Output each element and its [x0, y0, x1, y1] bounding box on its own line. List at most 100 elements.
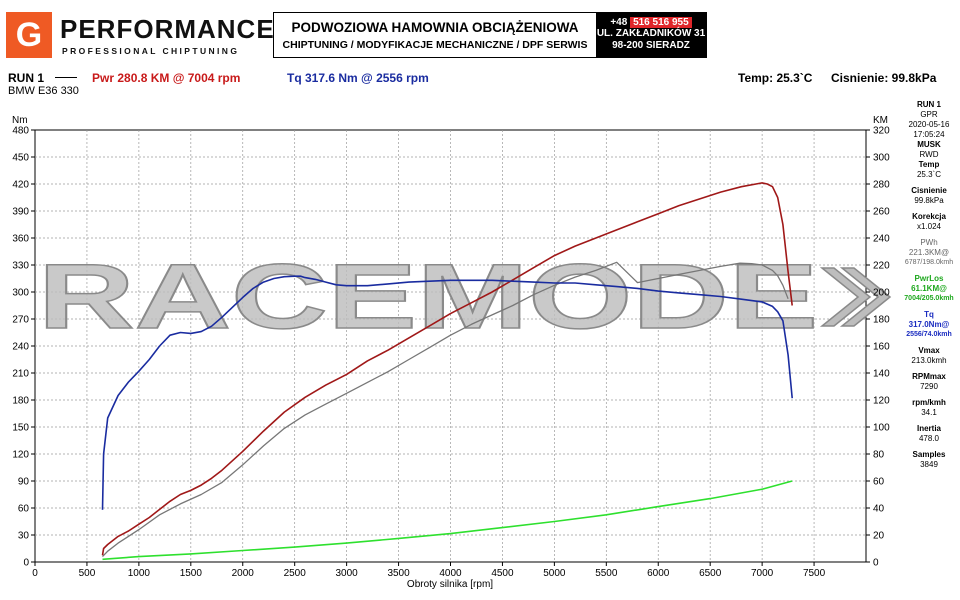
info-drive: RWD [919, 150, 939, 159]
run-label: RUN 1 [8, 71, 45, 85]
address-line-1: UL. ZAKŁADNIKÓW 31 [596, 28, 706, 39]
info-inertia-label: Inertia [916, 424, 941, 433]
info-inertia: 478.0 [918, 434, 940, 443]
y-left-tick-label: 0 [23, 558, 29, 569]
y-left-tick-label: 180 [12, 396, 29, 407]
info-samples: 3849 [920, 460, 938, 469]
info-rpmmax: 7290 [920, 382, 938, 391]
y-left-tick-label: 150 [12, 423, 29, 434]
info-samples-label: Samples [912, 450, 946, 459]
y-left-tick-label: 240 [12, 342, 29, 353]
y-right-tick-label: 240 [873, 234, 890, 245]
y-left-tick-label: 480 [12, 126, 29, 137]
info-rpmkmh: 34.1 [921, 408, 937, 417]
info-pwh-value: 221.3KM@ [908, 248, 950, 257]
y-left-tick-label: 90 [18, 477, 30, 488]
contact-box: +48 516 516 955 UL. ZAKŁADNIKÓW 31 98-20… [596, 13, 706, 57]
y-right-tick-label: 120 [873, 396, 890, 407]
info-tq-label: Tq [924, 310, 934, 319]
info-date: 2020-05-16 [908, 120, 950, 129]
logo-name: PERFORMANCE [60, 14, 275, 44]
x-tick-label: 5000 [543, 568, 566, 579]
x-tick-label: 500 [79, 568, 96, 579]
info-code: GPR [920, 110, 938, 119]
y-right-unit: KM [873, 115, 888, 126]
temperature-summary: Temp: 25.3`C [738, 71, 813, 85]
info-time: 17:05:24 [913, 130, 945, 139]
car-label: BMW E36 330 [8, 85, 79, 97]
info-rpmmax-label: RPMmax [912, 372, 946, 381]
x-tick-label: 7000 [751, 568, 774, 579]
y-left-tick-label: 360 [12, 234, 29, 245]
y-right-tick-label: 180 [873, 315, 890, 326]
info-pwrlos-at: 7004/205.0kmh [904, 295, 954, 302]
run-legend-line [55, 77, 77, 78]
y-left-tick-label: 390 [12, 207, 29, 218]
watermark-text: RACEMODE [38, 246, 818, 348]
info-operator: MUSK [917, 140, 941, 149]
info-korekcja-label: Korekcja [912, 212, 946, 221]
y-left-tick-label: 60 [18, 504, 30, 515]
y-left-tick-label: 120 [12, 450, 29, 461]
x-tick-label: 6000 [647, 568, 670, 579]
info-korekcja: x1.024 [916, 222, 942, 231]
y-right-tick-label: 80 [873, 450, 885, 461]
x-tick-label: 4000 [439, 568, 462, 579]
banner-subtitle: CHIPTUNING / MODYFIKACJE MECHANICZNE / D… [282, 39, 588, 51]
y-right-tick-label: 200 [873, 288, 890, 299]
y-left-tick-label: 330 [12, 261, 29, 272]
info-pwh-label: PWh [920, 238, 938, 247]
y-right-tick-label: 40 [873, 504, 885, 515]
watermark: RACEMODE [37, 245, 892, 349]
y-right-tick-label: 260 [873, 207, 890, 218]
phone-number: 516 516 955 [630, 17, 692, 28]
info-press: 99.8kPa [914, 196, 944, 205]
axis-ticks: 0 500 1000 1500 2000 2500 3000 3500 4000 4500 5000… [12, 126, 890, 580]
y-left-tick-label: 300 [12, 288, 29, 299]
power-summary: Pwr 280.8 KM @ 7004 rpm [92, 71, 241, 85]
info-pwh-at: 6787/198.0kmh [904, 259, 954, 266]
x-tick-label: 3000 [336, 568, 359, 579]
series-lines [101, 182, 793, 561]
y-left-tick-label: 420 [12, 180, 29, 191]
grid [35, 130, 866, 562]
info-temp: 25.3`C [916, 170, 941, 179]
x-tick-label: 7500 [803, 568, 826, 579]
x-axis-label: Obroty silnika [rpm] [407, 579, 493, 590]
info-rpmkmh-label: rpm/kmh [912, 398, 946, 407]
address-line-2: 98-200 SIERADZ [612, 40, 690, 51]
x-tick-label: 1000 [128, 568, 151, 579]
y-left-tick-label: 210 [12, 369, 29, 380]
info-tq-value: 317.0Nm@ [908, 320, 950, 329]
y-left-tick-label: 450 [12, 153, 29, 164]
y-right-tick-label: 160 [873, 342, 890, 353]
logo-tagline: PROFESSIONAL CHIPTUNING [62, 46, 240, 56]
y-left-tick-label: 30 [18, 531, 30, 542]
watermark-chevron-icon [839, 267, 892, 327]
info-pwrlos-label: PwrLos [914, 274, 944, 283]
y-right-tick-label: 220 [873, 261, 890, 272]
torque-summary: Tq 317.6 Nm @ 2556 rpm [287, 71, 429, 85]
info-pwrlos-value: 61.1KM@ [911, 284, 947, 293]
info-vmax: 213.0kmh [911, 356, 947, 365]
logo-badge: G [6, 12, 52, 58]
y-right-tick-label: 140 [873, 369, 890, 380]
y-left-tick-label: 270 [12, 315, 29, 326]
y-right-tick-label: 60 [873, 477, 885, 488]
banner-title: PODWOZIOWA HAMOWNIA OBCIĄŻENIOWA [291, 20, 579, 35]
wheel-curve [102, 261, 789, 558]
x-tick-label: 0 [32, 568, 38, 579]
x-tick-label: 4500 [491, 568, 514, 579]
header-banner: PODWOZIOWA HAMOWNIA OBCIĄŻENIOWA CHIPTUN… [273, 12, 707, 58]
watermark-chevron-icon [819, 267, 872, 327]
brand-logo: G PERFORMANCE PROFESSIONAL CHIPTUNING [6, 12, 274, 58]
info-temp-label: Temp [918, 160, 940, 169]
power-curve [101, 182, 793, 556]
info-tq-at: 2556/74.0kmh [906, 331, 952, 338]
x-tick-label: 2000 [232, 568, 255, 579]
y-right-tick-label: 20 [873, 531, 885, 542]
info-vmax-label: Vmax [918, 346, 940, 355]
info-press-label: Cisnienie [911, 186, 947, 195]
y-right-tick-label: 100 [873, 423, 890, 434]
